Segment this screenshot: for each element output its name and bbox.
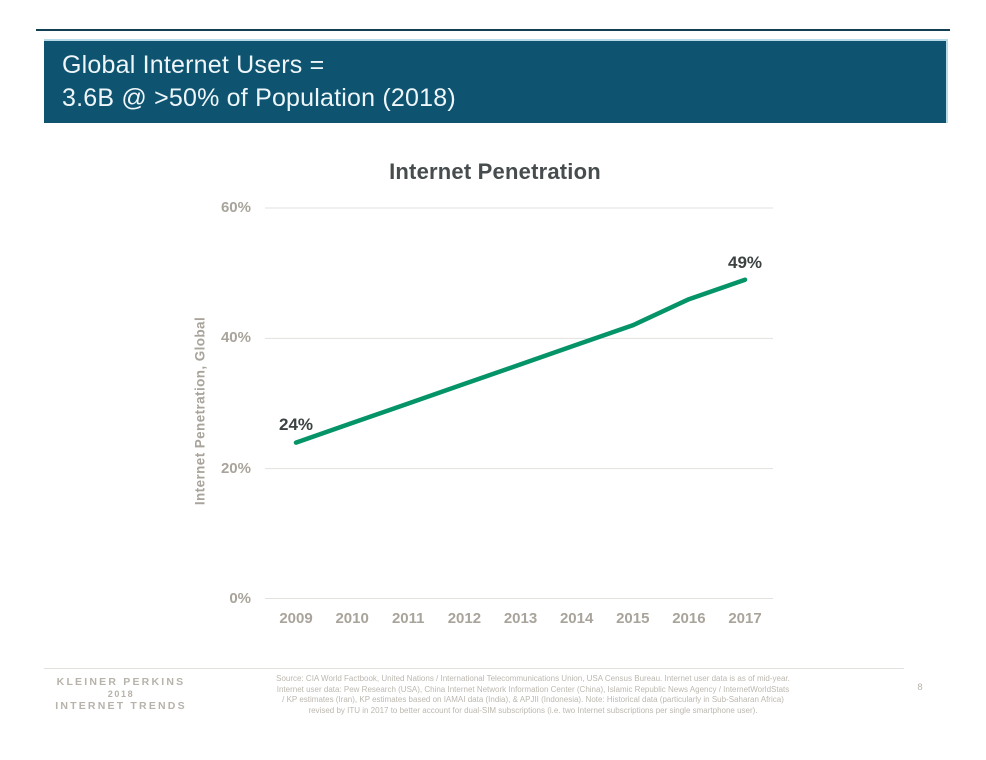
first-point-label: 24% <box>278 414 314 434</box>
footer-logo-company: KLEINER PERKINS <box>56 676 186 688</box>
chart-title: Internet Penetration <box>389 159 601 184</box>
gridlines <box>265 207 773 599</box>
x-tick-label: 2016 <box>672 610 706 627</box>
source-line: Source: CIA World Factbook, United Natio… <box>276 674 790 683</box>
y-tick-label: 0% <box>229 589 251 607</box>
x-tick-label: 2011 <box>391 610 425 627</box>
last-point-label: 49% <box>727 252 763 272</box>
x-tick-label: 2012 <box>447 610 482 627</box>
x-tick-label: 2015 <box>616 610 650 627</box>
page-number: 8 <box>917 682 923 693</box>
footer-logo-title: INTERNET TRENDS <box>55 700 187 712</box>
x-tick-label: 2010 <box>335 610 369 627</box>
source-line: revised by ITU in 2017 to better account… <box>308 705 758 715</box>
slide-title-line1: Global Internet Users = <box>62 51 325 79</box>
y-tick-label: 20% <box>220 459 251 477</box>
y-tick-label: 60% <box>220 199 251 216</box>
source-line: / KP estimates (Iran), KP estimates base… <box>282 695 784 704</box>
top-accent-line <box>36 29 950 31</box>
source-line: Internet user data: Pew Research (USA), … <box>276 684 790 694</box>
title-banner: Global Internet Users = 3.6B @ >50% of P… <box>44 39 948 123</box>
footer-logo: KLEINER PERKINS 2018 INTERNET TRENDS <box>54 676 188 712</box>
x-tick-label: 2014 <box>559 610 594 627</box>
x-tick-label: 2013 <box>503 610 538 627</box>
source-note: Source: CIA World Factbook, United Natio… <box>200 674 866 716</box>
footer-logo-year: 2018 <box>107 689 135 699</box>
penetration-line <box>293 277 748 445</box>
slide-title: Global Internet Users = 3.6B @ >50% of P… <box>44 41 946 115</box>
y-tick-label: 40% <box>220 329 251 347</box>
x-tick-label: 2009 <box>279 610 313 627</box>
slide-title-line2: 3.6B @ >50% of Population (2018) <box>62 84 456 112</box>
footer-divider <box>44 668 904 669</box>
line-chart-plot <box>265 207 773 599</box>
x-tick-label: 2017 <box>728 610 762 627</box>
